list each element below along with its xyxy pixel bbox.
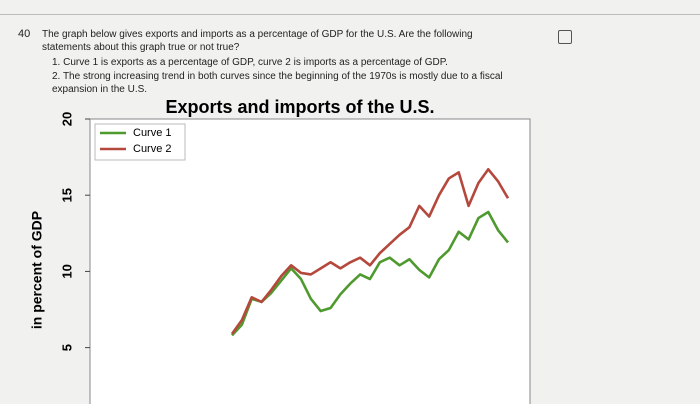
legend-box	[94, 123, 186, 161]
plot-area	[89, 118, 531, 404]
flag-icon[interactable]	[558, 30, 572, 44]
legend-label: Curve 1	[133, 127, 172, 139]
legend-label: Curve 2	[133, 143, 172, 155]
y-axis-label: in percent of GDP	[29, 211, 45, 329]
question-text: The graph below gives exports and import…	[42, 29, 473, 53]
chart-title: Exports and imports of the U.S.	[165, 97, 434, 117]
y-tick-label: 10	[59, 264, 74, 278]
data-line	[231, 210, 510, 337]
statement: 1. Curve 1 is exports as a percentage of…	[52, 57, 448, 68]
data-line	[230, 167, 510, 335]
question-number: 40	[18, 28, 31, 40]
y-tick-label: 5	[59, 344, 74, 351]
top-rule	[0, 14, 700, 15]
y-tick-label: 20	[59, 112, 74, 126]
statement: 2. The strong increasing trend in both c…	[52, 71, 503, 95]
y-tick-label: 15	[59, 188, 74, 202]
